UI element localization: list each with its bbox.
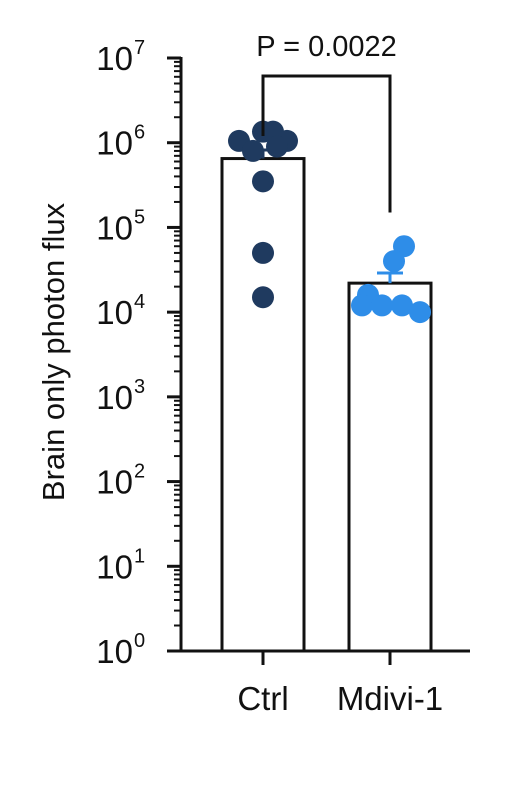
y-tick-label: 10 bbox=[96, 633, 133, 670]
data-point bbox=[383, 250, 405, 273]
bars bbox=[220, 157, 433, 653]
data-point bbox=[371, 294, 393, 317]
y-tick-label: 10 bbox=[96, 294, 133, 331]
data-point bbox=[391, 294, 413, 317]
x-tick-label: Ctrl bbox=[237, 680, 288, 717]
y-tick-exponent: 7 bbox=[134, 37, 145, 59]
y-tick-label: 10 bbox=[96, 464, 133, 501]
x-tick-label: Mdivi-1 bbox=[337, 680, 443, 717]
data-point bbox=[266, 135, 288, 158]
data-points bbox=[228, 120, 431, 324]
data-point bbox=[252, 241, 274, 264]
data-point bbox=[242, 139, 264, 162]
bar-mdivi-1 bbox=[347, 281, 433, 653]
p-value-label: P = 0.0022 bbox=[256, 31, 397, 63]
y-tick-label: 10 bbox=[96, 379, 133, 416]
y-axis-title: Brain only photon flux bbox=[36, 202, 71, 501]
y-tick-label: 10 bbox=[96, 548, 133, 585]
y-tick-exponent: 4 bbox=[134, 291, 145, 313]
data-point bbox=[351, 294, 373, 317]
significance-annotation: P = 0.0022 bbox=[256, 31, 397, 213]
data-point bbox=[252, 170, 274, 193]
x-axis: Ctrl Mdivi-1 bbox=[181, 649, 470, 717]
bar-ctrl bbox=[220, 157, 306, 653]
y-tick-label: 10 bbox=[96, 125, 133, 162]
data-point bbox=[409, 301, 431, 324]
y-tick-exponent: 6 bbox=[134, 122, 145, 144]
y-tick-exponent: 0 bbox=[134, 630, 145, 652]
y-tick-label: 10 bbox=[96, 209, 133, 246]
significance-bracket bbox=[261, 74, 392, 213]
y-tick-exponent: 2 bbox=[134, 461, 145, 483]
y-tick-label: 10 bbox=[96, 40, 133, 77]
data-point bbox=[252, 286, 274, 309]
y-tick-exponent: 3 bbox=[134, 376, 145, 398]
y-tick-exponent: 5 bbox=[134, 206, 145, 228]
y-tick-exponent: 1 bbox=[134, 545, 145, 567]
